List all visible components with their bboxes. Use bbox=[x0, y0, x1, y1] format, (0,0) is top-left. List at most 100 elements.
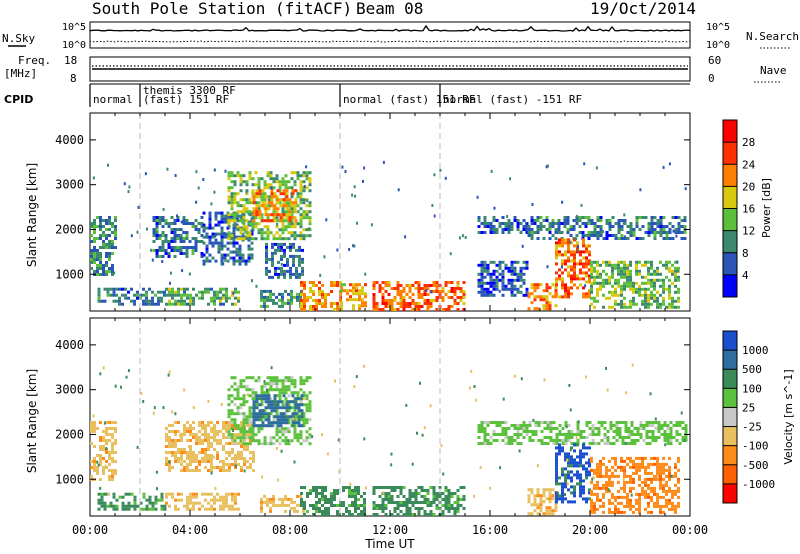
data-cell bbox=[201, 293, 204, 297]
data-cell bbox=[414, 498, 418, 501]
data-cell bbox=[284, 180, 288, 184]
data-cell bbox=[245, 183, 249, 187]
data-cell bbox=[605, 366, 607, 370]
data-cell bbox=[93, 430, 96, 433]
data-cell bbox=[603, 421, 607, 424]
data-cell bbox=[269, 497, 272, 501]
data-cell bbox=[579, 436, 583, 439]
data-cell bbox=[99, 463, 102, 466]
data-cell bbox=[171, 290, 174, 294]
data-cell bbox=[249, 466, 252, 469]
data-cell bbox=[245, 388, 249, 392]
data-cell bbox=[287, 231, 291, 235]
data-cell bbox=[145, 290, 148, 294]
data-cell bbox=[596, 231, 600, 234]
data-cell bbox=[656, 492, 659, 496]
data-cell bbox=[201, 290, 204, 294]
data-cell bbox=[564, 241, 567, 245]
data-cell bbox=[357, 489, 360, 492]
data-cell bbox=[231, 293, 234, 297]
data-cell bbox=[492, 260, 496, 264]
data-cell bbox=[312, 486, 315, 489]
data-cell bbox=[590, 266, 593, 270]
data-cell bbox=[608, 281, 611, 285]
data-cell bbox=[519, 424, 523, 427]
data-cell bbox=[275, 376, 279, 380]
data-cell bbox=[295, 269, 298, 273]
data-cell bbox=[363, 498, 366, 501]
data-cell bbox=[650, 222, 654, 225]
data-cell bbox=[629, 225, 633, 228]
data-cell bbox=[596, 225, 600, 228]
data-cell bbox=[342, 489, 345, 492]
data-cell bbox=[204, 427, 207, 430]
data-cell bbox=[519, 290, 523, 294]
data-cell bbox=[257, 201, 261, 205]
data-cell bbox=[294, 189, 298, 193]
data-cell bbox=[681, 439, 685, 442]
data-cell bbox=[267, 219, 271, 223]
data-cell bbox=[142, 492, 146, 496]
data-cell bbox=[567, 476, 570, 480]
data-cell bbox=[161, 260, 164, 263]
data-cell bbox=[202, 226, 206, 230]
data-cell bbox=[417, 486, 421, 489]
data-cell bbox=[623, 305, 626, 309]
data-cell bbox=[240, 466, 243, 469]
data-cell bbox=[198, 430, 201, 433]
data-cell bbox=[240, 424, 243, 427]
data-cell bbox=[242, 421, 246, 425]
data-cell bbox=[519, 284, 523, 288]
data-cell bbox=[620, 234, 624, 237]
data-cell bbox=[573, 238, 576, 242]
data-cell bbox=[283, 251, 286, 255]
data-cell bbox=[269, 231, 273, 235]
data-cell bbox=[321, 433, 324, 437]
data-cell bbox=[318, 290, 321, 293]
data-cell bbox=[111, 472, 114, 475]
data-cell bbox=[171, 454, 174, 457]
data-cell bbox=[202, 235, 206, 239]
data-cell bbox=[309, 308, 312, 311]
data-cell bbox=[459, 290, 463, 293]
data-cell bbox=[155, 237, 159, 240]
data-cell bbox=[108, 478, 111, 481]
data-cell bbox=[542, 491, 546, 495]
data-cell bbox=[242, 412, 246, 416]
data-cell bbox=[237, 507, 240, 511]
data-cell bbox=[372, 296, 376, 299]
data-cell bbox=[561, 500, 564, 504]
power-colorbar-label: 12 bbox=[742, 225, 755, 238]
data-cell bbox=[173, 231, 177, 234]
data-cell bbox=[375, 302, 379, 305]
data-cell bbox=[111, 457, 114, 460]
data-cell bbox=[219, 466, 222, 469]
data-cell bbox=[273, 195, 277, 199]
data-cell bbox=[620, 465, 623, 469]
data-cell bbox=[378, 290, 382, 293]
data-cell bbox=[346, 298, 349, 302]
data-cell bbox=[519, 433, 523, 436]
data-cell bbox=[239, 204, 243, 208]
data-cell bbox=[539, 497, 543, 501]
data-cell bbox=[93, 225, 96, 228]
data-cell bbox=[294, 219, 298, 223]
data-cell bbox=[516, 424, 520, 427]
data-cell bbox=[279, 198, 283, 202]
data-cell bbox=[539, 494, 543, 498]
data-cell bbox=[578, 225, 582, 228]
data-cell bbox=[242, 222, 246, 226]
data-cell bbox=[486, 266, 490, 270]
data-cell bbox=[593, 483, 596, 487]
data-cell bbox=[582, 467, 585, 471]
data-cell bbox=[659, 483, 662, 487]
data-cell bbox=[579, 430, 583, 433]
data-cell bbox=[200, 252, 204, 255]
data-cell bbox=[102, 366, 105, 370]
data-cell bbox=[305, 234, 309, 238]
data-cell bbox=[202, 253, 206, 257]
data-cell bbox=[630, 433, 634, 436]
data-cell bbox=[192, 454, 195, 457]
data-cell bbox=[668, 305, 671, 309]
data-cell bbox=[285, 198, 289, 202]
